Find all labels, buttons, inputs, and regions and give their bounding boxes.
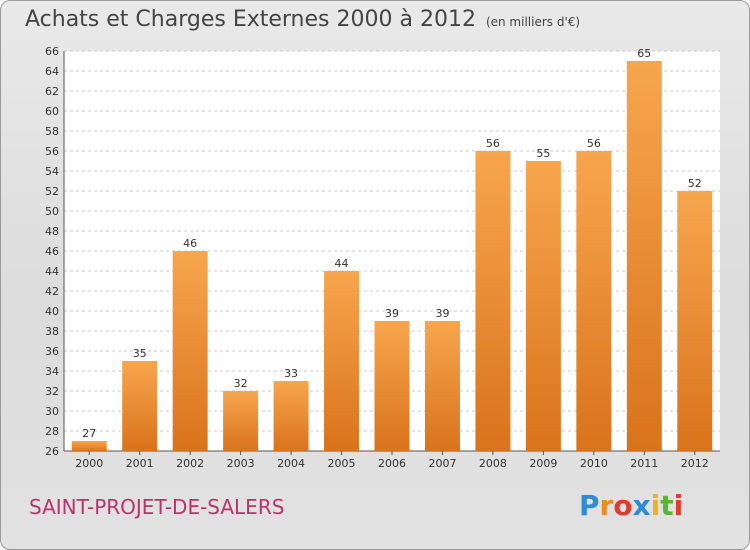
bar-value-label: 35 [133, 347, 147, 360]
bar [424, 321, 460, 451]
y-tick-label: 26 [45, 445, 59, 458]
x-tick-label: 2007 [428, 457, 456, 470]
y-tick-label: 62 [45, 85, 59, 98]
commune-name: SAINT-PROJET-DE-SALERS [29, 495, 285, 519]
y-tick-label: 54 [45, 165, 59, 178]
x-tick-label: 2008 [479, 457, 507, 470]
bar [374, 321, 410, 451]
y-tick-label: 30 [45, 405, 59, 418]
y-tick-label: 58 [45, 125, 59, 138]
bar [677, 191, 713, 451]
y-tick-label: 40 [45, 305, 59, 318]
logo-letter: r [599, 489, 614, 522]
x-tick-label: 2002 [176, 457, 204, 470]
bar [71, 441, 107, 451]
logo-letter: i [673, 489, 684, 522]
bar [172, 251, 208, 451]
y-tick-label: 38 [45, 325, 59, 338]
bar-value-label: 56 [486, 137, 500, 150]
y-tick-label: 64 [45, 65, 59, 78]
y-tick-label: 60 [45, 105, 59, 118]
bar-value-label: 55 [536, 147, 550, 160]
x-tick-label: 2012 [681, 457, 709, 470]
y-tick-label: 42 [45, 285, 59, 298]
x-tick-label: 2001 [126, 457, 154, 470]
bar [223, 391, 259, 451]
logo-letter: x [632, 489, 651, 522]
y-tick-label: 48 [45, 225, 59, 238]
bar [122, 361, 158, 451]
proxiti-logo: Proxiti [579, 489, 683, 522]
bar-value-label: 56 [587, 137, 601, 150]
chart-title: Achats et Charges Externes 2000 à 2012 (e… [25, 7, 580, 32]
y-tick-label: 56 [45, 145, 59, 158]
x-tick-label: 2009 [529, 457, 557, 470]
bar [576, 151, 612, 451]
chart-title-text: Achats et Charges Externes 2000 à 2012 [25, 7, 476, 32]
bar [324, 271, 360, 451]
y-tick-label: 52 [45, 185, 59, 198]
y-tick-label: 32 [45, 385, 59, 398]
x-tick-label: 2005 [328, 457, 356, 470]
x-tick-label: 2000 [75, 457, 103, 470]
bar-value-label: 39 [435, 307, 449, 320]
bar-value-label: 65 [637, 47, 651, 60]
y-tick-label: 36 [45, 345, 59, 358]
x-tick-label: 2011 [630, 457, 658, 470]
x-tick-label: 2003 [227, 457, 255, 470]
bar-value-label: 52 [688, 177, 702, 190]
bar-value-label: 27 [82, 427, 96, 440]
y-tick-label: 44 [45, 265, 59, 278]
bar [525, 161, 561, 451]
x-tick-label: 2010 [580, 457, 608, 470]
bar-value-label: 39 [385, 307, 399, 320]
logo-letter: o [613, 489, 633, 522]
logo-letter: i [650, 489, 661, 522]
bar [626, 61, 662, 451]
x-tick-label: 2004 [277, 457, 305, 470]
bar [273, 381, 309, 451]
y-tick-label: 34 [45, 365, 59, 378]
logo-letter: P [579, 489, 600, 522]
y-tick-label: 46 [45, 245, 59, 258]
bar-value-label: 33 [284, 367, 298, 380]
y-tick-label: 50 [45, 205, 59, 218]
bar [475, 151, 511, 451]
y-tick-label: 28 [45, 425, 59, 438]
bar-value-label: 46 [183, 237, 197, 250]
logo-letter: t [660, 489, 674, 522]
chart-subtitle: (en milliers d'€) [485, 15, 581, 29]
x-tick-label: 2006 [378, 457, 406, 470]
bar-value-label: 32 [234, 377, 248, 390]
y-tick-label: 66 [45, 45, 59, 58]
bar-value-label: 44 [335, 257, 349, 270]
